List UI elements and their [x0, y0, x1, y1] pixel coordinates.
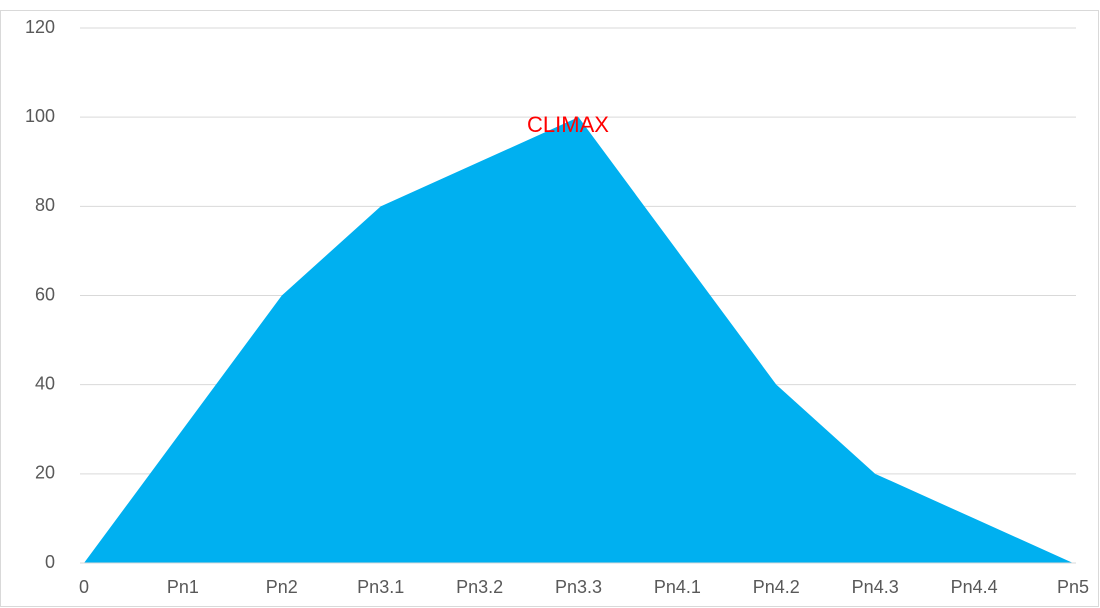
x-tick-label: Pn3.3: [555, 577, 602, 597]
chart-border: [0, 10, 1099, 607]
x-tick-label: Pn5: [1057, 577, 1089, 597]
x-tick-label: Pn4.1: [654, 577, 701, 597]
x-tick-label: Pn3.2: [456, 577, 503, 597]
x-tick-label: 0: [79, 577, 89, 597]
y-tick-label: 20: [35, 463, 55, 483]
x-tick-label: Pn4.4: [951, 577, 998, 597]
y-tick-label: 120: [25, 17, 55, 37]
y-tick-label: 80: [35, 195, 55, 215]
y-tick-label: 100: [25, 106, 55, 126]
x-tick-label: Pn4.2: [753, 577, 800, 597]
x-tick-label: Pn1: [167, 577, 199, 597]
area: [84, 117, 1073, 564]
x-tick-label: Pn4.3: [852, 577, 899, 597]
y-tick-label: 40: [35, 373, 55, 393]
x-tick-label: Pn3.1: [357, 577, 404, 597]
y-tick-label: 60: [35, 284, 55, 304]
y-tick-label: 0: [45, 552, 55, 572]
annotation: CLIMAX: [527, 112, 609, 137]
x-tick-label: Pn2: [266, 577, 298, 597]
